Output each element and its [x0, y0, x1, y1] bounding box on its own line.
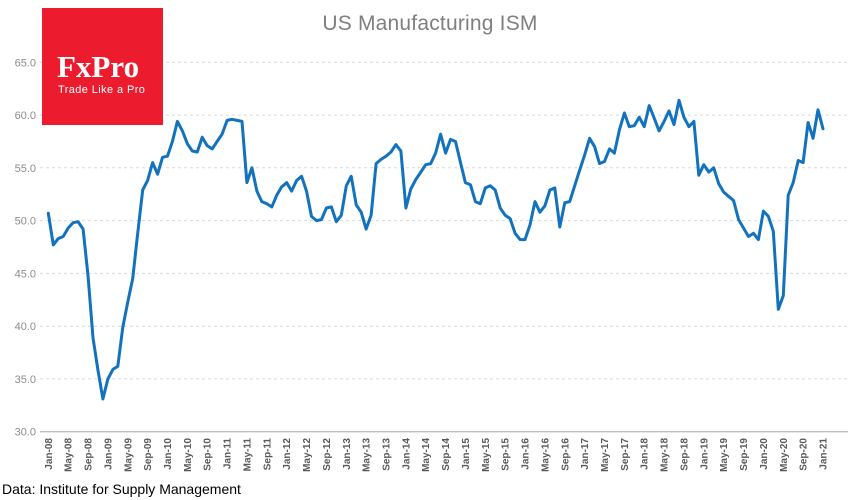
x-tick-label: Sep-20 [799, 438, 810, 471]
x-tick-label: May-15 [481, 438, 492, 472]
x-tick-label: Jan-20 [759, 438, 770, 470]
x-tick-label: Sep-15 [501, 438, 512, 471]
data-source-footer: Data: Institute for Supply Management [2, 481, 241, 497]
fxpro-logo: FxPro Trade Like a Pro [42, 8, 163, 125]
y-tick-label: 30.0 [15, 427, 36, 439]
y-tick-label: 55.0 [15, 163, 36, 175]
x-tick-label: Sep-09 [143, 438, 154, 471]
x-tick-label: Jan-15 [461, 438, 472, 470]
x-tick-label: Sep-08 [84, 438, 95, 471]
x-tick-label: Jan-12 [282, 438, 293, 470]
x-tick-label: Jan-10 [163, 438, 174, 470]
x-tick-label: Sep-13 [382, 438, 393, 471]
x-tick-label: Sep-19 [739, 438, 750, 471]
x-tick-label: Jan-17 [580, 438, 591, 470]
x-tick-label: May-10 [183, 438, 194, 472]
x-tick-label: Jan-21 [819, 438, 830, 470]
fxpro-logo-tagline: Trade Like a Pro [58, 83, 146, 96]
x-tick-label: May-18 [660, 438, 671, 472]
x-tick-label: Sep-16 [560, 438, 571, 471]
x-tick-label: May-20 [779, 438, 790, 472]
x-tick-label: Jan-16 [521, 438, 532, 470]
x-tick-label: May-08 [64, 438, 75, 472]
x-tick-label: May-16 [540, 438, 551, 472]
x-tick-label: Sep-12 [322, 438, 333, 471]
x-tick-label: Sep-11 [262, 438, 273, 471]
x-tick-label: Sep-14 [441, 438, 452, 471]
y-tick-label: 65.0 [15, 57, 36, 69]
x-tick-label: May-12 [302, 438, 313, 472]
chart-title: US Manufacturing ISM [322, 12, 538, 35]
x-tick-label: Jan-19 [699, 438, 710, 470]
x-tick-label: May-09 [123, 438, 134, 472]
y-tick-label: 60.0 [15, 110, 36, 122]
x-tick-label: Jan-09 [103, 438, 114, 470]
x-tick-label: May-17 [600, 438, 611, 472]
x-tick-label: Jan-18 [640, 438, 651, 470]
ism-series-line [46, 98, 825, 401]
x-tick-label: Jan-11 [223, 438, 234, 470]
x-tick-label: Jan-14 [401, 438, 412, 470]
y-tick-label: 40.0 [15, 321, 36, 333]
y-tick-label: 35.0 [15, 374, 36, 386]
x-tick-label: Jan-13 [342, 438, 353, 470]
y-tick-label: 45.0 [15, 268, 36, 280]
x-tick-label: Jan-08 [44, 438, 55, 470]
y-tick-label: 50.0 [15, 216, 36, 228]
x-tick-label: May-13 [362, 438, 373, 472]
x-tick-label: Sep-17 [620, 438, 631, 471]
x-tick-label: Sep-10 [203, 438, 214, 471]
x-tick-label: May-19 [719, 438, 730, 472]
fxpro-logo-brand: FxPro [57, 48, 140, 84]
x-tick-label: Sep-18 [679, 438, 690, 471]
x-tick-label: May-14 [421, 438, 432, 472]
x-tick-label: May-11 [242, 438, 253, 472]
